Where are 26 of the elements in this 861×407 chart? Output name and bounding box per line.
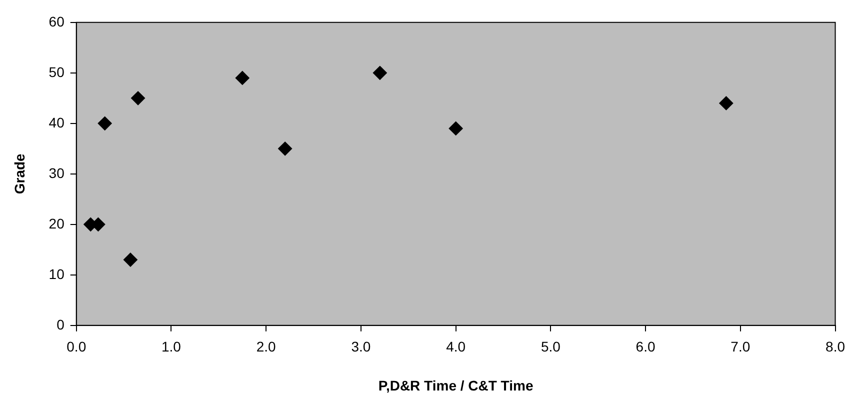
x-tick-label: 2.0 xyxy=(256,338,276,355)
point xyxy=(131,91,146,106)
point xyxy=(372,66,387,80)
point xyxy=(123,252,138,267)
x-tick-label: 4.0 xyxy=(446,338,466,355)
point xyxy=(448,121,463,136)
y-tick-label: 10 xyxy=(48,266,65,282)
x-axis-title: P,D&R Time / C&T Time xyxy=(378,377,534,394)
x-tick-label: 3.0 xyxy=(351,338,371,355)
y-tick-label: 60 xyxy=(48,13,65,30)
y-tick-label: 30 xyxy=(48,164,65,181)
x-tick-label: 7.0 xyxy=(730,338,750,355)
x-tick-label: 0.0 xyxy=(66,338,86,355)
y-tick-label: 0 xyxy=(56,316,65,332)
point xyxy=(719,96,734,110)
point xyxy=(235,70,250,85)
point xyxy=(278,142,292,156)
y-tick-label: 50 xyxy=(48,64,65,80)
x-tick-label: 6.0 xyxy=(636,338,656,355)
y-tick-label: 40 xyxy=(48,114,65,130)
y-axis-title: Grade xyxy=(11,153,28,194)
point xyxy=(98,116,112,130)
x-tick-label: 8.0 xyxy=(826,338,846,355)
x-tick-label: 1.0 xyxy=(162,338,182,355)
y-tick-label: 20 xyxy=(48,215,65,232)
x-tick-label: 5.0 xyxy=(540,338,561,355)
